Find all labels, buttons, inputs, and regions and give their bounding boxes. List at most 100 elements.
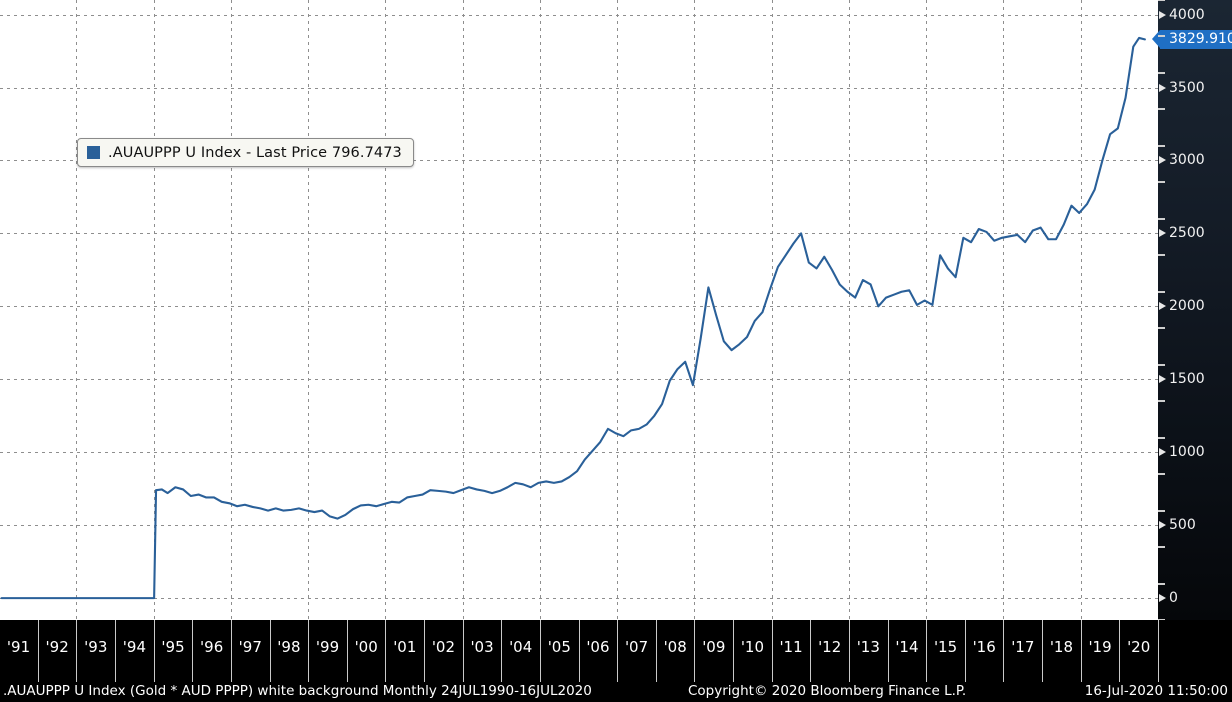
date-axis-tick [849, 620, 850, 682]
date-axis-tick [733, 620, 734, 682]
date-axis-tick [1003, 620, 1004, 682]
price-axis-tick-label: 2000 [1169, 298, 1205, 315]
date-axis-tick [926, 620, 927, 682]
date-axis-tick [154, 620, 155, 682]
date-axis-tick-label: '07 [624, 638, 649, 656]
date-axis-tick-label: '03 [470, 638, 494, 656]
date-axis-tick-label: '12 [818, 638, 842, 656]
date-axis-tick [115, 620, 116, 682]
chart-gridlines [0, 0, 1158, 620]
last-price-tag: 3829.9109 [1152, 29, 1232, 49]
date-axis-tick-label: '16 [972, 638, 996, 656]
price-axis-minor-tick [1158, 436, 1165, 439]
price-axis-minor-tick [1158, 582, 1165, 585]
date-axis-tick-label: '18 [1049, 638, 1074, 656]
price-axis-minor-tick [1158, 144, 1165, 147]
tick-arrow-icon [1159, 375, 1166, 384]
date-axis-tick [1042, 620, 1043, 682]
price-axis[interactable]: 3829.9109 0 500 1000 1500 2000 2500 3000 3500 40… [1152, 0, 1232, 621]
date-axis-tick [579, 620, 580, 682]
price-axis-minor-tick [1158, 509, 1165, 512]
date-axis-tick-label: '09 [702, 638, 726, 656]
price-axis-tick-label: 3000 [1169, 152, 1205, 169]
legend-color-swatch [87, 146, 100, 159]
price-axis-minor-tick [1158, 35, 1165, 38]
tick-arrow-icon [1159, 302, 1166, 311]
price-axis-tick-label: 1500 [1169, 371, 1205, 388]
date-axis-tick [965, 620, 966, 682]
price-axis-minor-tick [1158, 327, 1165, 330]
tick-arrow-icon [1159, 83, 1166, 92]
date-axis-tick [347, 620, 348, 682]
price-axis-tick-label: 1000 [1169, 444, 1205, 461]
date-axis-tick-label: '04 [509, 638, 533, 656]
date-axis-tick-label: '96 [200, 638, 224, 656]
date-axis-tick [694, 620, 695, 682]
tick-arrow-icon [1159, 521, 1166, 530]
date-axis-tick-label: '01 [393, 638, 417, 656]
date-axis-tick-label: '11 [779, 638, 803, 656]
date-axis-tick [1081, 620, 1082, 682]
price-axis-minor-tick [1158, 473, 1165, 476]
price-axis-tick-label: 4000 [1169, 6, 1205, 23]
price-axis-minor-tick [1158, 254, 1165, 257]
date-axis-tick-label: '97 [238, 638, 262, 656]
date-axis-tick-label: '00 [354, 638, 378, 656]
price-axis-minor-tick [1158, 217, 1165, 220]
price-axis-minor-tick [1158, 546, 1165, 549]
date-axis-tick [463, 620, 464, 682]
price-axis-minor-tick [1158, 400, 1165, 403]
date-axis-tick-label: '20 [1127, 638, 1151, 656]
chart-legend[interactable]: .AUAUPPP U Index - Last Price 796.7473 [77, 138, 414, 167]
date-axis-tick-label: '93 [84, 638, 108, 656]
chart-plot-area[interactable]: .AUAUPPP U Index - Last Price 796.7473 [0, 0, 1158, 620]
date-axis-tick-label: '17 [1011, 638, 1035, 656]
date-axis-tick [38, 620, 39, 682]
price-axis-tick-label: 0 [1169, 590, 1178, 607]
date-axis-tick-label: '94 [122, 638, 147, 656]
date-axis-tick [270, 620, 271, 682]
date-axis-tick [656, 620, 657, 682]
date-axis-tick-label: '19 [1088, 638, 1112, 656]
price-axis-minor-tick [1158, 181, 1165, 184]
date-axis-tick [617, 620, 618, 682]
chart-series-line [0, 36, 1146, 600]
date-axis-tick-label: '15 [933, 638, 958, 656]
date-axis[interactable]: '91 '92 '93 '94 '95 '96 '97 '98 '99 '00 '01 '02 '03 '… [0, 620, 1232, 682]
date-axis-tick [501, 620, 502, 682]
date-axis-tick-label: '13 [856, 638, 880, 656]
date-axis-tick [540, 620, 541, 682]
price-axis-minor-tick [1158, 108, 1165, 111]
legend-label: .AUAUPPP U Index - Last Price 796.7473 [108, 144, 402, 161]
tick-arrow-icon [1159, 448, 1166, 457]
date-axis-tick [231, 620, 232, 682]
date-axis-tick-label: '10 [740, 638, 765, 656]
price-axis-tick-label: 2500 [1169, 225, 1205, 242]
date-axis-tick [192, 620, 193, 682]
date-axis-tick-label: '98 [277, 638, 301, 656]
date-axis-tick [308, 620, 309, 682]
date-axis-tick-label: '92 [45, 638, 69, 656]
footer-copyright: Copyright© 2020 Bloomberg Finance L.P. [688, 683, 967, 699]
price-axis-minor-tick [1158, 290, 1165, 293]
price-axis-tick-label: 3500 [1169, 79, 1205, 96]
price-axis-minor-tick [1158, 71, 1165, 74]
date-axis-tick-label: '08 [663, 638, 687, 656]
tick-arrow-icon [1159, 594, 1166, 603]
footer-bar: .AUAUPPP U Index (Gold * AUD PPPP) white… [0, 682, 1232, 702]
date-axis-tick-label: '02 [431, 638, 456, 656]
date-axis-tick-label: '06 [586, 638, 610, 656]
price-axis-minor-tick [1158, 0, 1165, 1]
date-axis-tick [385, 620, 386, 682]
tick-arrow-icon [1159, 10, 1166, 19]
footer-description: .AUAUPPP U Index (Gold * AUD PPPP) white… [3, 683, 592, 699]
price-axis-minor-tick [1158, 363, 1165, 366]
tick-arrow-icon [1159, 229, 1166, 238]
footer-timestamp: 16-Jul-2020 11:50:00 [1084, 683, 1228, 699]
date-axis-tick [772, 620, 773, 682]
price-axis-tick-label: 500 [1169, 517, 1196, 534]
date-axis-tick-label: '14 [895, 638, 919, 656]
date-axis-tick [810, 620, 811, 682]
date-axis-tick [76, 620, 77, 682]
